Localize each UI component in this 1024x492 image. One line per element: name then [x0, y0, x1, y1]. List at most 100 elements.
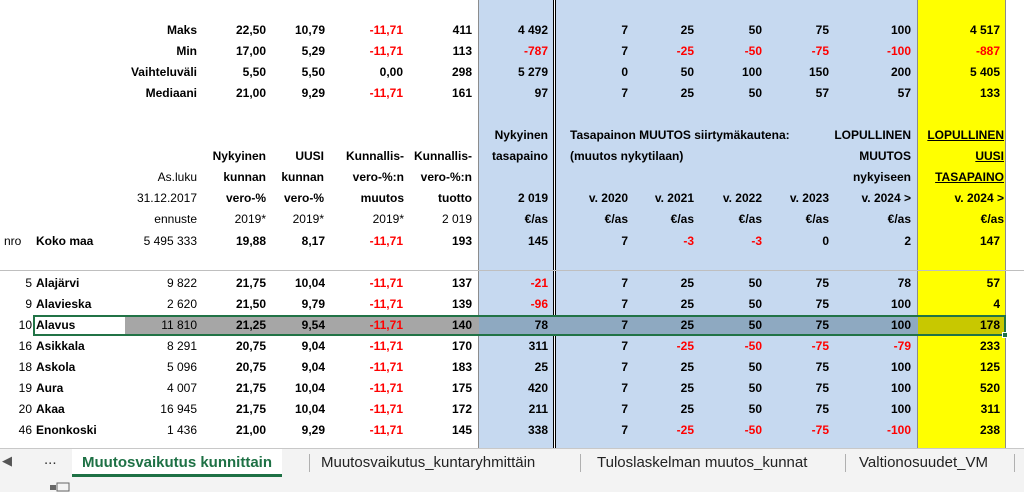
tab-tuloslaskelman-muutos-kunnat[interactable]: Tuloslaskelman muutos_kunnat: [597, 454, 808, 471]
stat-0-c4-cell[interactable]: 411: [452, 23, 472, 37]
nro-header-cell[interactable]: nro: [4, 234, 22, 248]
row-6-v2021-cell[interactable]: 25: [680, 402, 694, 416]
asluku-cell[interactable]: 2 620: [166, 297, 197, 311]
header-cell[interactable]: 2 019: [517, 191, 548, 205]
stat-label-cell[interactable]: Min: [176, 44, 197, 58]
row-4-v2024-cell[interactable]: 100: [890, 360, 911, 374]
row-0-v2024-cell[interactable]: 78: [897, 276, 911, 290]
stat-0-v2021-cell[interactable]: 25: [680, 23, 694, 37]
row-7-v2024-cell[interactable]: -100: [886, 423, 911, 437]
header-cell[interactable]: TASAPAINO: [935, 170, 1004, 184]
asluku-cell[interactable]: 5 096: [166, 360, 197, 374]
koko-maa-c4-cell[interactable]: 193: [451, 234, 472, 248]
header-year-cell[interactable]: v. 2024 >: [861, 191, 912, 205]
header-cell[interactable]: 2019*: [234, 212, 266, 226]
row-7-fin-cell[interactable]: 238: [979, 423, 1000, 437]
header-unit-cell[interactable]: €/as: [738, 212, 762, 226]
stat-1-v2024-cell[interactable]: -100: [886, 44, 911, 58]
asluku-cell[interactable]: 16 945: [160, 402, 197, 416]
header-cell[interactable]: LOPULLINEN: [927, 128, 1004, 142]
row-0-c1-cell[interactable]: 21,75: [235, 276, 266, 290]
row-2-v2020-cell[interactable]: 7: [621, 318, 628, 332]
row-0-fin-cell[interactable]: 57: [986, 276, 1000, 290]
municipality-name-cell[interactable]: Asikkala: [36, 339, 85, 353]
header-cell[interactable]: kunnan: [281, 170, 324, 184]
asluku-cell[interactable]: 4 007: [166, 381, 197, 395]
stat-1-c5-cell[interactable]: -787: [523, 44, 548, 58]
row-number-cell[interactable]: 9: [25, 297, 32, 311]
stat-1-c2-cell[interactable]: 5,29: [301, 44, 325, 58]
header-year-cell[interactable]: v. 2023: [789, 191, 829, 205]
asluku-cell[interactable]: 11 810: [161, 318, 197, 332]
header-cell[interactable]: Kunnallis-: [345, 149, 404, 163]
row-5-c1-cell[interactable]: 21,75: [235, 381, 266, 395]
header-cell[interactable]: vero-%:n: [352, 170, 404, 184]
stat-0-c5-cell[interactable]: 4 492: [517, 23, 548, 37]
row-1-v2021-cell[interactable]: 25: [680, 297, 694, 311]
row-1-c5-cell[interactable]: -96: [530, 297, 548, 311]
stat-3-c1-cell[interactable]: 21,00: [235, 86, 266, 100]
row-2-c4-cell[interactable]: 140: [451, 318, 472, 332]
row-5-c3-cell[interactable]: -11,71: [369, 381, 403, 395]
stat-1-c3-cell[interactable]: -11,71: [369, 44, 403, 58]
stat-3-v2020-cell[interactable]: 7: [621, 86, 628, 100]
header-cell[interactable]: vero-%: [283, 191, 324, 205]
header-cell[interactable]: kunnan: [223, 170, 266, 184]
row-4-v2021-cell[interactable]: 25: [680, 360, 694, 374]
row-0-v2023-cell[interactable]: 75: [815, 276, 829, 290]
row-5-v2022-cell[interactable]: 50: [748, 381, 762, 395]
header-cell[interactable]: muutos: [360, 191, 404, 205]
row-4-c1-cell[interactable]: 20,75: [235, 360, 266, 374]
stat-3-c5-cell[interactable]: 97: [534, 86, 548, 100]
row-2-c5-cell[interactable]: 78: [534, 318, 548, 332]
row-0-c3-cell[interactable]: -11,71: [369, 276, 403, 290]
row-6-c5-cell[interactable]: 211: [528, 402, 548, 416]
row-2-fin-cell[interactable]: 178: [979, 318, 1000, 332]
macro-record-icon[interactable]: [50, 482, 70, 492]
row-2-c3-cell[interactable]: -11,71: [369, 318, 403, 332]
koko-maa-label-cell[interactable]: Koko maa: [36, 234, 94, 248]
row-4-v2022-cell[interactable]: 50: [748, 360, 762, 374]
stat-1-v2023-cell[interactable]: -75: [811, 44, 829, 58]
stat-1-v2021-cell[interactable]: -25: [676, 44, 694, 58]
row-2-v2023-cell[interactable]: 75: [815, 318, 829, 332]
row-1-c2-cell[interactable]: 9,79: [301, 297, 325, 311]
koko-maa-v2020-cell[interactable]: 7: [621, 234, 628, 248]
stat-2-c3-cell[interactable]: 0,00: [379, 65, 403, 79]
header-unit-cell[interactable]: €/as: [887, 212, 911, 226]
koko-maa-v2024-cell[interactable]: 2: [904, 234, 911, 248]
stat-2-c4-cell[interactable]: 298: [451, 65, 472, 79]
row-6-v2024-cell[interactable]: 100: [890, 402, 911, 416]
header-cell[interactable]: nykyiseen: [852, 170, 911, 184]
header-cell[interactable]: MUUTOS: [859, 149, 911, 163]
koko-maa-fin-cell[interactable]: 147: [979, 234, 1000, 248]
header-cell[interactable]: ennuste: [154, 212, 197, 226]
municipality-name-cell[interactable]: Alavieska: [36, 297, 92, 311]
header-cell[interactable]: €/as: [524, 212, 548, 226]
row-3-c2-cell[interactable]: 9,04: [301, 339, 325, 353]
koko-maa-c5-cell[interactable]: 145: [527, 234, 548, 248]
koko-maa-asluku-cell[interactable]: 5 495 333: [143, 234, 197, 248]
asluku-cell[interactable]: 1 436: [166, 423, 197, 437]
row-7-c4-cell[interactable]: 145: [451, 423, 472, 437]
municipality-name-cell[interactable]: Alavus: [36, 318, 76, 332]
row-6-c4-cell[interactable]: 172: [451, 402, 472, 416]
stat-1-v2020-cell[interactable]: 7: [621, 44, 628, 58]
stat-3-fin-cell[interactable]: 133: [979, 86, 1000, 100]
row-0-v2022-cell[interactable]: 50: [748, 276, 762, 290]
row-4-v2023-cell[interactable]: 75: [815, 360, 829, 374]
row-7-v2020-cell[interactable]: 7: [621, 423, 628, 437]
header-cell[interactable]: 2019*: [372, 212, 404, 226]
koko-maa-c2-cell[interactable]: 8,17: [301, 234, 325, 248]
stat-3-c3-cell[interactable]: -11,71: [369, 86, 403, 100]
stat-3-c2-cell[interactable]: 9,29: [301, 86, 325, 100]
row-number-cell[interactable]: 19: [18, 381, 32, 395]
header-cell[interactable]: UUSI: [975, 149, 1004, 163]
stat-label-cell[interactable]: Maks: [166, 23, 197, 37]
row-6-c2-cell[interactable]: 10,04: [294, 402, 325, 416]
header-cell[interactable]: tasapaino: [491, 149, 548, 163]
header-cell[interactable]: vero-%:n: [420, 170, 472, 184]
row-1-v2023-cell[interactable]: 75: [815, 297, 829, 311]
stat-3-v2022-cell[interactable]: 50: [748, 86, 762, 100]
stat-2-v2020-cell[interactable]: 0: [621, 65, 628, 79]
